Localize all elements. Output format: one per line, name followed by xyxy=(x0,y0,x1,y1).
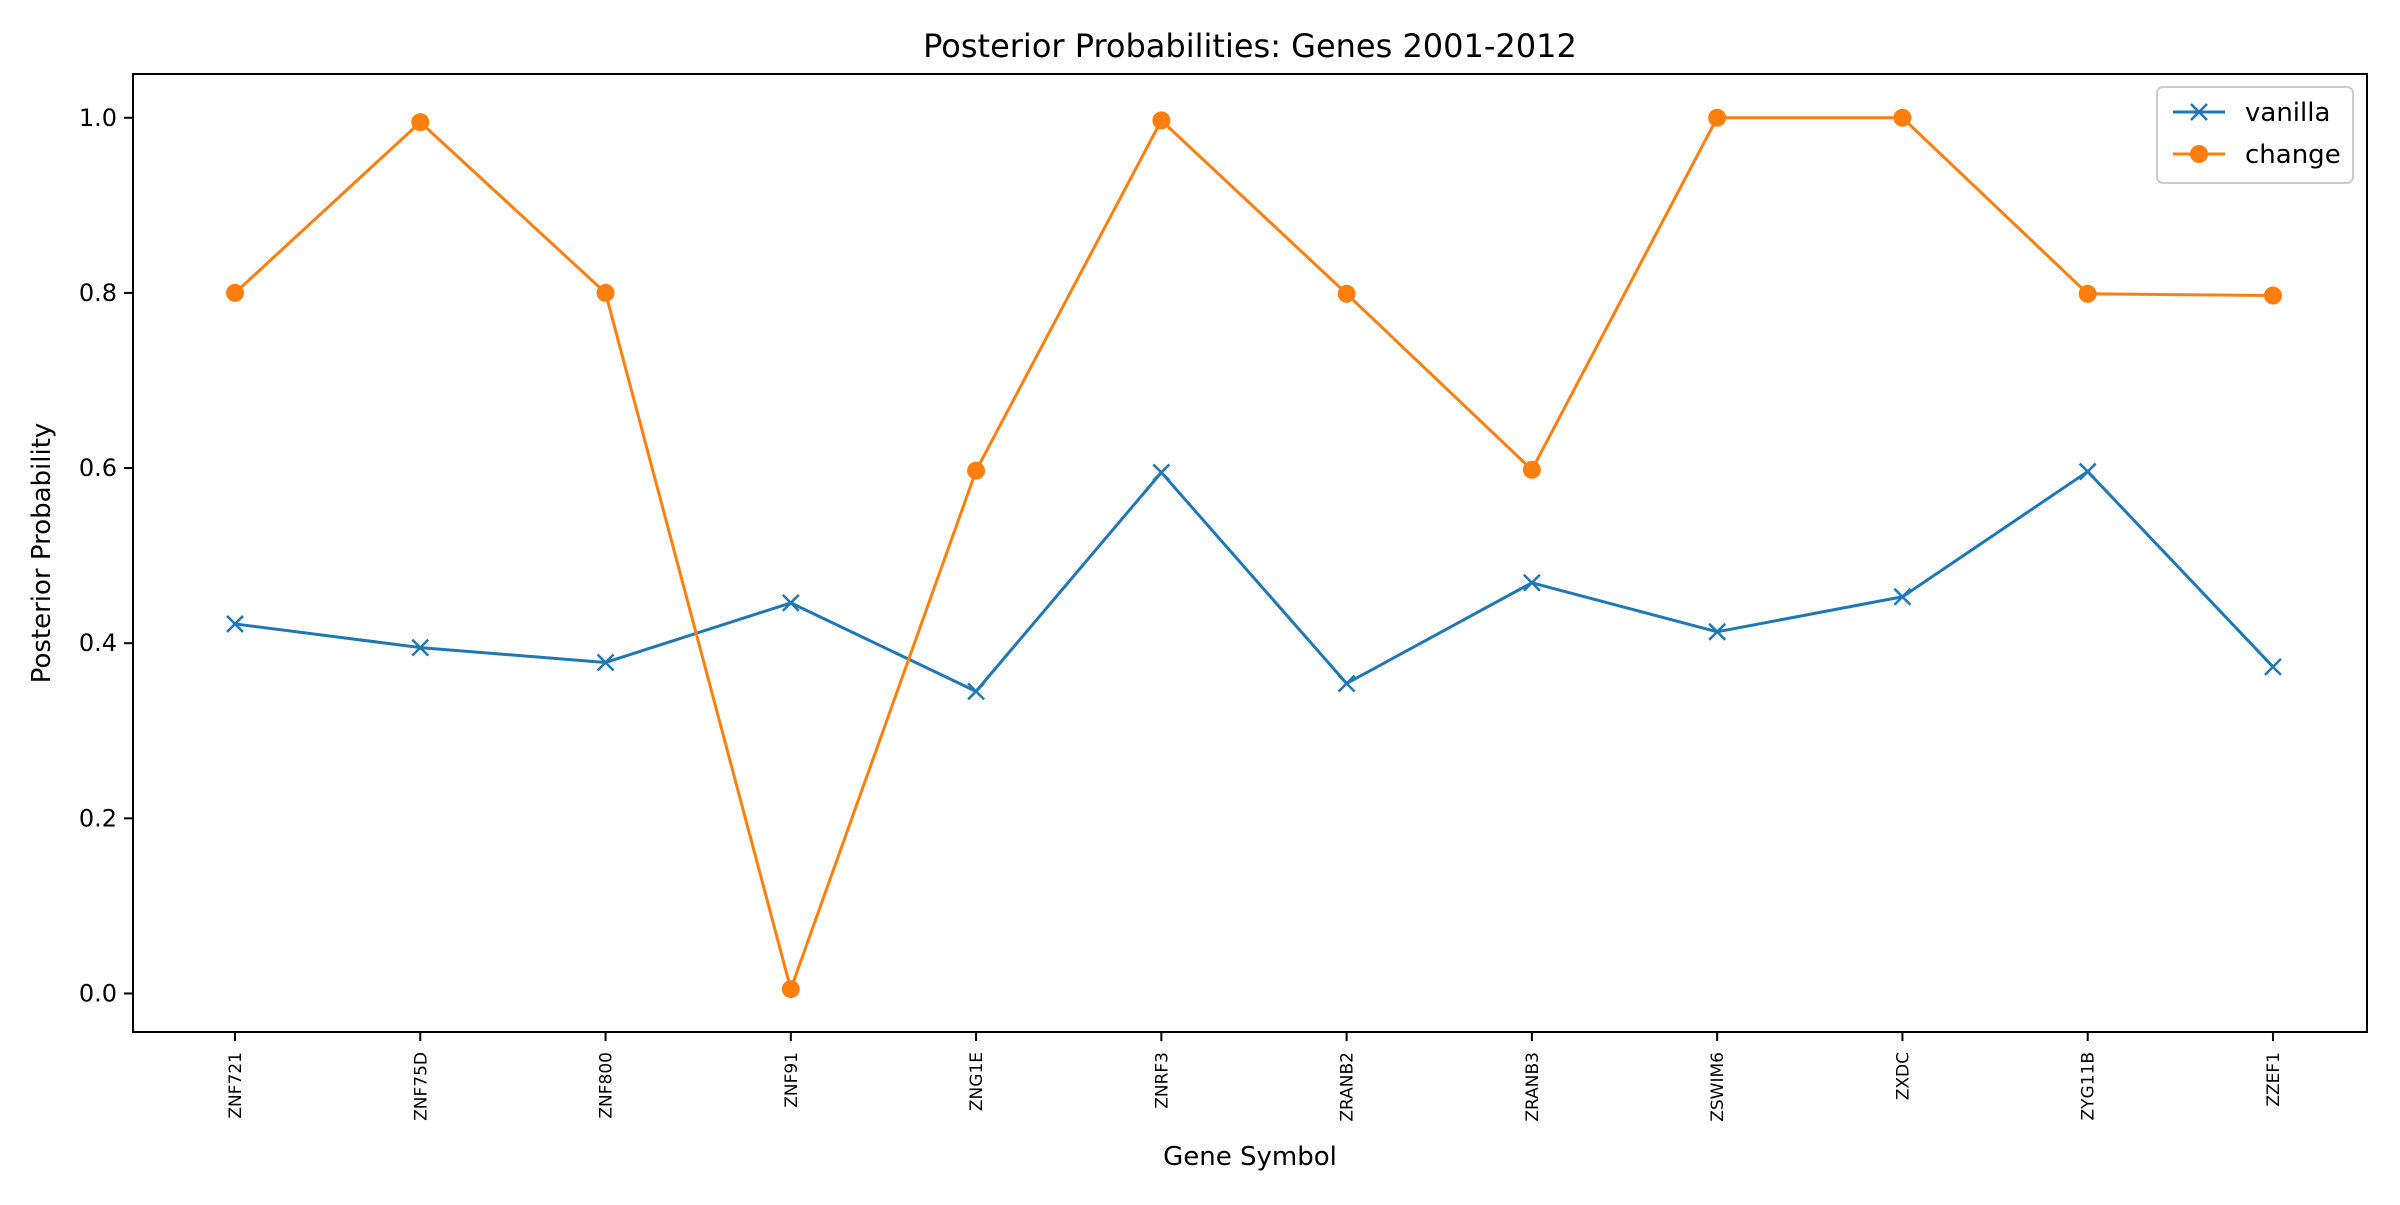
data-point-vanilla xyxy=(596,653,615,672)
data-point-vanilla xyxy=(1152,463,1171,482)
y-axis-label: Posterior Probability xyxy=(27,423,57,684)
legend-marker-change xyxy=(2190,145,2208,163)
x-axis-label: Gene Symbol xyxy=(1163,1142,1337,1172)
x-tick-label: ZRANB3 xyxy=(1523,1052,1543,1122)
y-tick-label: 0.4 xyxy=(79,629,117,657)
x-tick-label: ZYG11B xyxy=(2079,1052,2099,1121)
x-tick-label: ZXDC xyxy=(1893,1052,1913,1100)
x-axis: ZNF721 ZNF75D ZNF800 ZNF91 ZNG1E ZNRF3 ZRANB2 Z… xyxy=(226,1032,2284,1122)
x-tick-label: ZNF800 xyxy=(597,1052,617,1119)
legend: vanilla change xyxy=(2156,86,2354,184)
data-point-change xyxy=(1708,108,1727,127)
data-point-change xyxy=(1337,284,1356,303)
x-tick-label: ZNG1E xyxy=(967,1052,987,1111)
data-point-vanilla xyxy=(2264,657,2282,676)
data-point-change xyxy=(967,461,986,480)
series-change xyxy=(226,108,2282,999)
chart-title: Posterior Probabilities: Genes 2001-2012 xyxy=(923,27,1577,65)
data-point-vanilla xyxy=(1523,573,1541,592)
data-point-vanilla xyxy=(226,615,244,633)
x-tick-label: ZNF91 xyxy=(782,1052,802,1108)
series-line-change xyxy=(233,116,2273,991)
data-point-vanilla xyxy=(1708,622,1727,641)
data-point-change xyxy=(226,283,244,302)
data-point-vanilla xyxy=(1893,587,1912,606)
x-tick-label: ZZEF1 xyxy=(2264,1052,2284,1107)
data-point-change xyxy=(1152,111,1171,130)
x-tick-label: ZNF75D xyxy=(411,1052,431,1121)
legend-label-vanilla: vanilla xyxy=(2245,98,2330,128)
y-axis: 0.0 0.2 0.4 0.6 0.8 1.0 xyxy=(79,104,133,1007)
data-point-change xyxy=(2263,286,2282,305)
data-point-change xyxy=(411,113,430,132)
y-tick-label: 1.0 xyxy=(79,104,117,132)
y-tick-label: 0.0 xyxy=(79,979,117,1007)
series-line-vanilla xyxy=(234,470,2275,693)
data-point-change xyxy=(1522,460,1541,479)
y-tick-label: 0.8 xyxy=(79,279,117,307)
series-vanilla xyxy=(226,462,2282,701)
x-tick-label: ZNF721 xyxy=(226,1052,246,1119)
y-tick-label: 0.2 xyxy=(79,804,117,832)
y-tick-label: 0.6 xyxy=(79,454,117,482)
data-point-change xyxy=(1893,108,1912,127)
data-point-vanilla xyxy=(411,638,430,657)
data-point-vanilla xyxy=(967,682,985,701)
series-layer xyxy=(226,108,2282,999)
legend-marker-vanilla xyxy=(2190,103,2208,121)
data-point-change xyxy=(2078,284,2097,303)
data-point-vanilla xyxy=(2078,462,2097,481)
data-point-vanilla xyxy=(1337,674,1356,693)
x-tick-label: ZNRF3 xyxy=(1152,1052,1172,1109)
legend-label-change: change xyxy=(2245,140,2341,170)
x-tick-label: ZRANB2 xyxy=(1338,1052,1358,1122)
x-tick-label: ZSWIM6 xyxy=(1708,1052,1728,1122)
data-point-change xyxy=(781,980,800,999)
data-point-change xyxy=(596,283,615,302)
plot-area-frame xyxy=(132,73,2368,1033)
data-point-vanilla xyxy=(781,594,800,612)
